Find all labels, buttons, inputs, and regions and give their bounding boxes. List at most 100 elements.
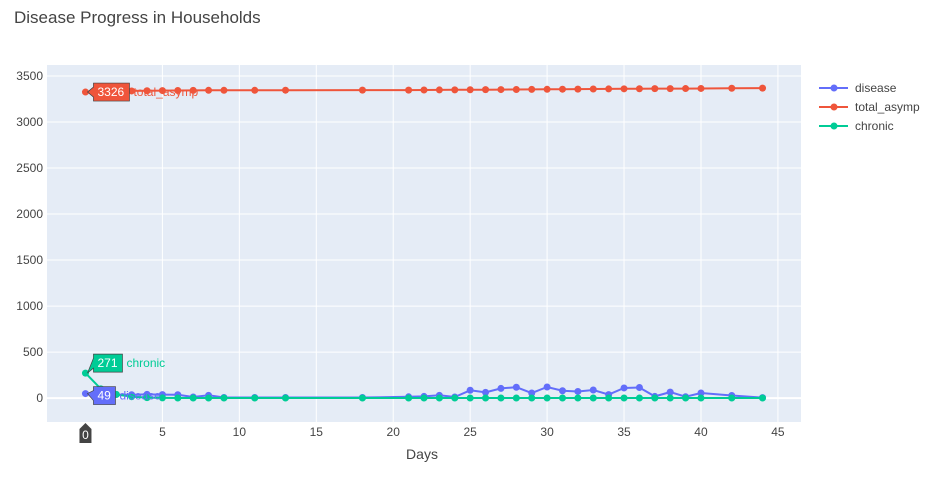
data-point[interactable] (358, 394, 366, 402)
data-point[interactable] (251, 86, 259, 94)
data-point[interactable] (205, 86, 213, 94)
data-point[interactable] (728, 394, 736, 402)
data-point[interactable] (528, 389, 536, 397)
data-point[interactable] (220, 86, 228, 94)
data-point[interactable] (620, 85, 628, 93)
data-point[interactable] (81, 390, 89, 398)
data-point[interactable] (282, 394, 290, 402)
data-point[interactable] (697, 394, 705, 402)
data-point[interactable] (589, 394, 597, 402)
chart-title: Disease Progress in Households (14, 8, 261, 27)
data-point[interactable] (605, 85, 613, 93)
data-point[interactable] (697, 84, 705, 92)
data-point[interactable] (697, 389, 705, 397)
data-point[interactable] (405, 86, 413, 94)
data-point[interactable] (574, 387, 582, 395)
legend-item-disease[interactable]: disease (819, 81, 897, 95)
data-point[interactable] (558, 85, 566, 93)
data-point[interactable] (466, 386, 474, 394)
data-point[interactable] (543, 394, 551, 402)
data-point[interactable] (466, 86, 474, 94)
x-axis-ticks: 5 10 15 20 25 30 35 40 45 (159, 425, 785, 439)
x-tick-label: 35 (617, 425, 631, 439)
data-point[interactable] (482, 388, 490, 396)
data-point[interactable] (589, 386, 597, 394)
data-point[interactable] (558, 387, 566, 395)
data-point[interactable] (420, 86, 428, 94)
data-point[interactable] (158, 394, 166, 402)
data-point[interactable] (466, 394, 474, 402)
y-tick-label: 2500 (16, 161, 43, 175)
data-point[interactable] (666, 394, 674, 402)
data-point[interactable] (451, 86, 459, 94)
data-point[interactable] (528, 394, 536, 402)
x-tick-label: 10 (233, 425, 247, 439)
data-point[interactable] (512, 85, 520, 93)
legend-item-total-asymp[interactable]: total_asymp (819, 100, 920, 114)
data-point[interactable] (666, 388, 674, 396)
y-tick-label: 2000 (16, 207, 43, 221)
data-point[interactable] (497, 394, 505, 402)
data-point[interactable] (728, 84, 736, 92)
data-point[interactable] (620, 384, 628, 392)
data-point[interactable] (574, 85, 582, 93)
data-point[interactable] (512, 394, 520, 402)
legend-item-chronic[interactable]: chronic (819, 119, 894, 133)
data-point[interactable] (220, 394, 228, 402)
data-point[interactable] (635, 85, 643, 93)
data-point[interactable] (435, 86, 443, 94)
data-point[interactable] (620, 394, 628, 402)
data-point[interactable] (759, 84, 767, 92)
data-point[interactable] (528, 85, 536, 93)
data-point[interactable] (158, 87, 166, 95)
data-point[interactable] (174, 394, 182, 402)
data-point[interactable] (482, 394, 490, 402)
y-tick-label: 1500 (16, 253, 43, 267)
legend-label: disease (855, 81, 897, 95)
data-point[interactable] (635, 383, 643, 391)
data-point[interactable] (128, 87, 136, 95)
data-point[interactable] (81, 88, 89, 96)
data-point[interactable] (143, 87, 151, 95)
data-point[interactable] (497, 384, 505, 392)
hover-value: 3326 (97, 85, 124, 99)
data-point[interactable] (189, 394, 197, 402)
data-point[interactable] (543, 85, 551, 93)
data-point[interactable] (143, 394, 151, 402)
data-point[interactable] (651, 85, 659, 93)
data-point[interactable] (174, 86, 182, 94)
data-point[interactable] (666, 85, 674, 93)
data-point[interactable] (435, 394, 443, 402)
data-point[interactable] (605, 394, 613, 402)
data-point[interactable] (635, 394, 643, 402)
data-point[interactable] (682, 394, 690, 402)
data-point[interactable] (358, 86, 366, 94)
data-point[interactable] (682, 85, 690, 93)
data-point[interactable] (574, 394, 582, 402)
y-axis-ticks: 0 500 1000 1500 2000 2500 3000 3500 (16, 69, 43, 405)
data-point[interactable] (651, 394, 659, 402)
hover-label-chronic: 271 chronic (87, 353, 165, 374)
data-point[interactable] (543, 383, 551, 391)
data-point[interactable] (251, 394, 259, 402)
hover-series-name: disease (119, 389, 161, 403)
data-point[interactable] (482, 86, 490, 94)
data-point[interactable] (497, 86, 505, 94)
data-point[interactable] (205, 394, 213, 402)
data-point[interactable] (405, 394, 413, 402)
x-tick-label: 20 (387, 425, 401, 439)
data-point[interactable] (759, 394, 767, 402)
data-point[interactable] (420, 394, 428, 402)
legend-label: total_asymp (855, 100, 920, 114)
data-point[interactable] (589, 85, 597, 93)
data-point[interactable] (512, 383, 520, 391)
data-point[interactable] (81, 369, 89, 377)
plot-area[interactable] (47, 65, 801, 422)
data-point[interactable] (558, 394, 566, 402)
data-point[interactable] (282, 86, 290, 94)
data-point[interactable] (128, 393, 136, 401)
data-point[interactable] (189, 86, 197, 94)
data-point[interactable] (451, 394, 459, 402)
x-tick-label: 15 (310, 425, 324, 439)
